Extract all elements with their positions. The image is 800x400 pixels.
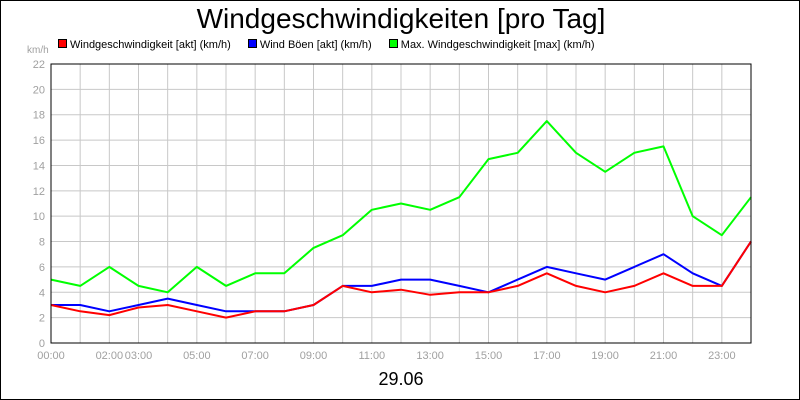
y-tick-label: 2 (39, 313, 45, 325)
y-tick-label: 22 (33, 59, 45, 71)
x-tick-label: 00:00 (37, 350, 65, 362)
x-tick-label: 07:00 (241, 350, 269, 362)
legend-item-boeen: Wind Böen [akt] (km/h) (247, 39, 372, 51)
legend-swatch-boeen (247, 39, 257, 48)
y-tick-label: 10 (33, 211, 45, 223)
legend: Windgeschwindigkeit [akt] (km/h) Wind Bö… (58, 39, 609, 53)
legend-swatch-akt (58, 39, 67, 48)
y-tick-label: 20 (33, 84, 45, 96)
series-line-0 (50, 240, 752, 319)
x-tick-label: 23:00 (708, 350, 736, 362)
x-tick-label: 13:00 (416, 350, 444, 362)
y-tick-label: 16 (33, 135, 45, 147)
y-tick-label: 8 (39, 237, 45, 249)
plot-border (50, 63, 752, 344)
y-tick-label: 12 (33, 186, 45, 198)
y-tick-label: 0 (39, 338, 45, 350)
x-axis-label: 29.06 (378, 369, 424, 389)
x-tick-label: 19:00 (591, 350, 619, 362)
y-tick-label: 6 (39, 262, 45, 274)
legend-label-akt: Windgeschwindigkeit [akt] (km/h) (70, 39, 231, 51)
legend-item-max: Max. Windgeschwindigkeit [max] (km/h) (388, 39, 595, 51)
x-tick-label: 09:00 (300, 350, 328, 362)
y-tick-label: 18 (33, 110, 45, 122)
x-tick-label: 11:00 (358, 350, 385, 362)
x-tick-label: 05:00 (183, 350, 211, 362)
legend-label-max: Max. Windgeschwindigkeit [max] (km/h) (400, 39, 595, 51)
legend-swatch-max (388, 39, 398, 48)
series-line-2 (50, 120, 752, 294)
y-tick-label: 4 (39, 287, 45, 299)
chart-title: Windgeschwindigkeiten [pro Tag] (196, 3, 606, 34)
series-line-1 (51, 240, 752, 313)
x-tick-label: 15:00 (475, 350, 503, 362)
x-tick-label: 21:00 (650, 350, 678, 362)
x-tick-label: 02:00 (96, 350, 124, 362)
y-tick-label: 14 (33, 160, 45, 172)
y-unit-label: km/h (27, 45, 49, 56)
legend-label-boeen: Wind Böen [akt] (km/h) (259, 39, 372, 51)
x-tick-label: 17:00 (533, 350, 561, 362)
x-tick-label: 03:00 (125, 350, 153, 362)
legend-item-akt: Windgeschwindigkeit [akt] (km/h) (58, 39, 231, 51)
